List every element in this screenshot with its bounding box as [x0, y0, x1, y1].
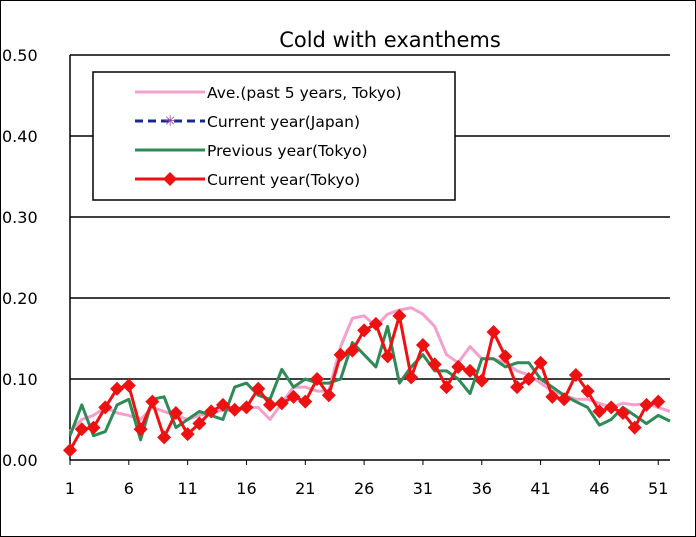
x-tick-label: 36: [472, 479, 492, 498]
data-point: [498, 349, 513, 364]
data-point: [121, 378, 136, 393]
data-point: [521, 372, 536, 386]
x-tick-label: 26: [354, 479, 374, 498]
x-axis-ticks: 1 6 11 16 21 26 31 36 41 46 51: [65, 460, 668, 498]
gridlines: [70, 54, 670, 380]
data-point: [380, 349, 395, 364]
data-point: [357, 323, 372, 338]
x-tick-label: 11: [177, 479, 197, 498]
legend-marker-diamond: [163, 172, 177, 186]
data-point: [133, 422, 148, 437]
y-tick-label: 0.10: [2, 370, 38, 389]
data-point: [145, 394, 160, 409]
data-point: [333, 347, 348, 362]
data-point: [533, 355, 548, 370]
data-point: [427, 357, 442, 372]
data-point: [486, 325, 501, 340]
data-point: [251, 381, 266, 396]
data-point: [604, 400, 619, 415]
y-tick-label: 0.30: [2, 208, 38, 227]
x-tick-label: 6: [124, 479, 134, 498]
legend-label: Ave.(past 5 years, Tokyo): [207, 84, 402, 102]
data-point: [392, 308, 407, 323]
x-tick-label: 16: [236, 479, 256, 498]
data-point: [557, 392, 572, 407]
data-point: [204, 404, 219, 419]
data-point: [439, 380, 454, 395]
data-point: [63, 443, 77, 458]
series-layer: [63, 306, 671, 458]
data-point: [180, 427, 195, 442]
x-tick-label: 41: [530, 479, 550, 498]
data-point: [263, 397, 277, 412]
x-tick-label: 1: [65, 479, 75, 498]
x-tick-label: 31: [413, 479, 433, 498]
legend-marker-star-icon: ✳: [164, 112, 177, 130]
data-point: [157, 430, 172, 445]
data-point: [463, 363, 477, 378]
data-point: [404, 370, 419, 385]
legend-label: Current year(Tokyo): [207, 171, 360, 189]
data-point: [568, 367, 583, 382]
data-point: [345, 343, 360, 358]
data-point: [474, 373, 489, 388]
data-point: [368, 316, 383, 331]
data-point: [227, 402, 242, 417]
data-point: [192, 416, 207, 431]
legend-label: Current year(Japan): [207, 113, 360, 131]
data-point: [627, 420, 642, 435]
data-point: [321, 388, 336, 403]
data-point: [451, 359, 466, 374]
y-tick-label: 0.40: [2, 127, 38, 146]
data-point: [168, 406, 183, 421]
y-tick-label: 0.00: [2, 451, 38, 470]
data-point: [651, 394, 666, 409]
data-point: [639, 397, 654, 412]
data-point: [298, 394, 313, 409]
data-point: [415, 337, 430, 352]
data-point: [215, 397, 230, 412]
data-point: [239, 400, 254, 415]
data-point: [110, 381, 125, 396]
data-point: [615, 406, 630, 421]
data-point: [74, 422, 89, 437]
data-point: [86, 420, 101, 435]
data-point: [510, 380, 525, 395]
x-tick-label: 51: [648, 479, 668, 498]
data-point: [274, 396, 289, 411]
chart-title: Cold with exanthems: [279, 28, 501, 52]
data-point: [545, 389, 560, 404]
y-axis-ticks: 0.00 0.10 0.20 0.30 0.40 0.50: [2, 46, 38, 470]
legend-label: Previous year(Tokyo): [207, 142, 368, 160]
y-tick-label: 0.50: [2, 46, 38, 65]
axes: [69, 55, 670, 461]
data-point: [580, 384, 595, 399]
data-point: [592, 404, 607, 419]
x-tick-label: 21: [295, 479, 315, 498]
y-tick-label: 0.20: [2, 289, 38, 308]
legend: Ave.(past 5 years, Tokyo) ✳ Current year(J…: [92, 71, 456, 201]
data-point: [98, 400, 113, 415]
data-point: [310, 372, 325, 386]
data-point: [286, 389, 301, 404]
x-tick-label: 46: [589, 479, 609, 498]
